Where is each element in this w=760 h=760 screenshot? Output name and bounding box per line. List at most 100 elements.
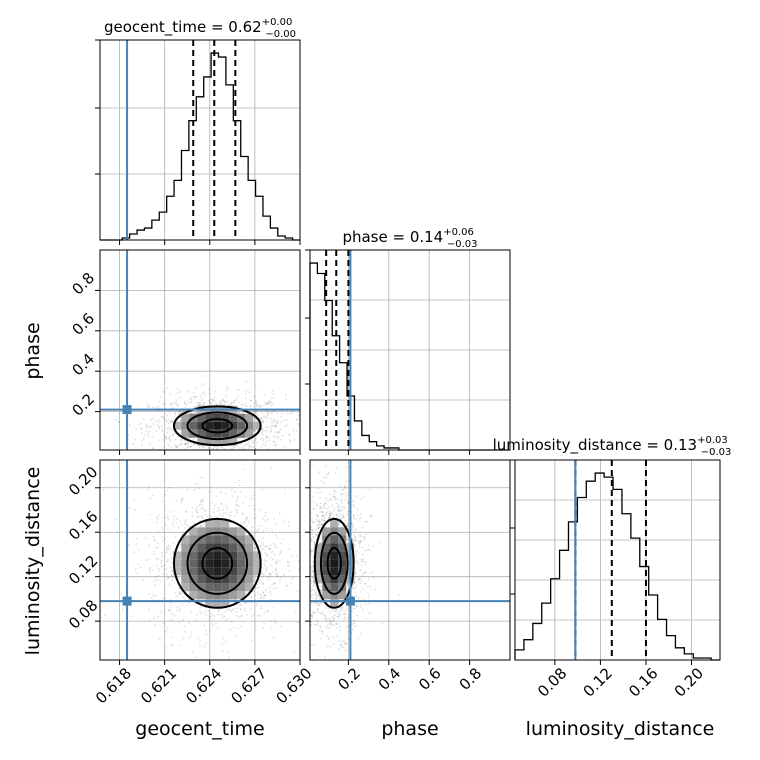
scatter-point [172, 542, 175, 545]
scatter-point [341, 646, 344, 649]
scatter-point [150, 419, 153, 421]
scatter-point [253, 580, 256, 582]
scatter-point [271, 403, 274, 405]
scatter-point [140, 428, 143, 430]
scatter-point [275, 422, 278, 425]
density-cell [189, 543, 198, 552]
scatter-point [343, 485, 346, 488]
scatter-point [153, 617, 156, 619]
scatter-point [328, 619, 331, 622]
scatter-point [315, 594, 318, 597]
scatter-point [363, 538, 365, 541]
scatter-point [340, 509, 343, 512]
scatter-point [245, 519, 248, 522]
scatter-point [255, 385, 257, 388]
scatter-point [317, 527, 320, 529]
scatter-point [167, 545, 170, 548]
scatter-point [264, 545, 266, 548]
scatter-point [170, 557, 173, 559]
scatter-point [275, 568, 277, 571]
quantile-lines [192, 40, 237, 240]
scatter-point [273, 517, 276, 520]
scatter-point [231, 448, 233, 450]
scatter-point [211, 398, 214, 401]
density-cell [181, 583, 190, 592]
scatter-point [165, 630, 168, 632]
scatter-point [275, 435, 278, 438]
scatter-point [265, 560, 267, 562]
scatter-point [181, 593, 183, 595]
scatter-point [276, 536, 278, 539]
scatter-point [192, 443, 194, 446]
scatter-point [182, 619, 185, 622]
scatter-point [221, 616, 224, 619]
scatter-point [325, 503, 328, 505]
scatter-point [345, 492, 348, 495]
scatter-point [198, 515, 200, 518]
scatter-point [263, 559, 266, 561]
scatter-point [136, 537, 138, 540]
scatter-point [357, 520, 360, 523]
scatter-point [251, 526, 254, 529]
scatter-point [178, 608, 181, 611]
scatter-point [315, 513, 318, 516]
scatter-point [114, 418, 117, 421]
scatter-point [189, 446, 192, 448]
scatter-point [166, 387, 169, 389]
scatter-point [256, 602, 259, 605]
scatter-point [161, 430, 164, 433]
scatter-point [171, 551, 174, 554]
panel-frame [514, 459, 721, 661]
scatter-point [231, 402, 233, 404]
scatter-point [321, 515, 324, 518]
density-cell [181, 575, 190, 584]
scatter-point [312, 507, 315, 510]
grid [310, 250, 510, 450]
scatter-point [314, 585, 317, 588]
scatter-point [317, 624, 320, 627]
scatter-point [242, 513, 245, 516]
scatter-point [272, 418, 275, 420]
scatter-point [337, 506, 340, 508]
scatter-point [333, 497, 336, 499]
scatter-point [235, 500, 238, 503]
density-cell [205, 535, 214, 544]
scatter-point [290, 412, 292, 415]
scatter-point [203, 402, 206, 405]
scatter-point [245, 525, 248, 528]
scatter-point [149, 497, 152, 500]
scatter-point [196, 505, 199, 508]
scatter-point [152, 447, 154, 450]
scatter-point [249, 445, 252, 448]
scatter-point [319, 506, 321, 509]
scatter-point [329, 645, 332, 648]
scatter-point [319, 520, 321, 523]
scatter-point [163, 418, 166, 421]
scatter-point [245, 405, 248, 408]
scatter-point [274, 583, 276, 585]
density-cell [338, 591, 347, 600]
scatter-point [250, 596, 253, 599]
density-cell [205, 437, 214, 446]
scatter-point [201, 404, 204, 406]
scatter-point [274, 425, 277, 428]
scatter-point [344, 649, 346, 652]
scatter-point [334, 496, 336, 498]
scatter-point [171, 420, 174, 423]
scatter-point [118, 421, 121, 423]
scatter-point [200, 507, 202, 510]
density-cell [330, 535, 339, 544]
scatter-point [217, 608, 220, 611]
scatter-point [168, 544, 171, 547]
scatter-point [317, 608, 319, 610]
scatter-point [339, 517, 342, 520]
density-cell [229, 583, 238, 592]
scatter-point [216, 515, 219, 518]
scatter-point [327, 617, 330, 619]
scatter-point [180, 591, 183, 593]
scatter-point [324, 616, 327, 619]
density-cell [181, 421, 190, 430]
tick-marks [305, 487, 471, 665]
scatter-point [332, 635, 334, 638]
scatter-point [247, 520, 250, 523]
